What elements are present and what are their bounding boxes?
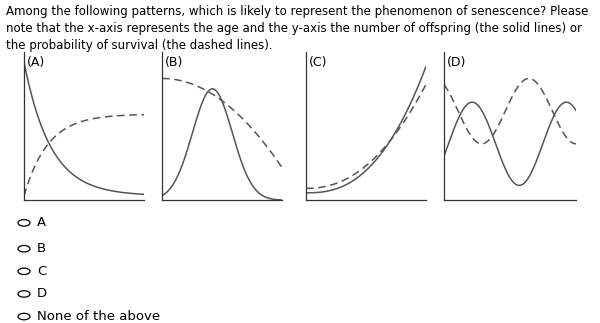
Text: (A): (A): [26, 56, 44, 69]
Text: (C): (C): [308, 56, 327, 69]
Text: A: A: [37, 216, 46, 229]
Text: (B): (B): [164, 56, 183, 69]
Text: (D): (D): [446, 56, 466, 69]
Text: None of the above: None of the above: [37, 310, 160, 323]
Text: B: B: [37, 242, 46, 255]
Text: D: D: [37, 287, 47, 300]
Text: Among the following patterns, which is likely to represent the phenomenon of sen: Among the following patterns, which is l…: [6, 5, 589, 52]
Text: C: C: [37, 265, 46, 278]
